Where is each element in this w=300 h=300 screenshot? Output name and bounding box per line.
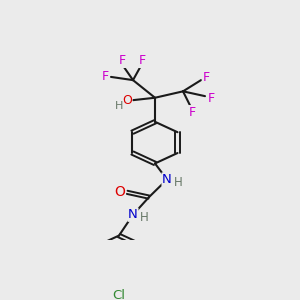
- Text: F: F: [202, 71, 210, 84]
- Text: F: F: [138, 54, 146, 68]
- Text: H: H: [115, 101, 123, 111]
- Text: H: H: [174, 176, 182, 189]
- Text: O: O: [122, 94, 132, 107]
- Text: F: F: [188, 106, 196, 119]
- Text: Cl: Cl: [112, 289, 125, 300]
- Text: F: F: [118, 54, 126, 68]
- Text: H: H: [140, 212, 148, 224]
- Text: O: O: [115, 185, 125, 199]
- Text: F: F: [207, 92, 214, 105]
- Text: F: F: [101, 70, 109, 83]
- Text: N: N: [162, 173, 172, 186]
- Text: N: N: [128, 208, 138, 221]
